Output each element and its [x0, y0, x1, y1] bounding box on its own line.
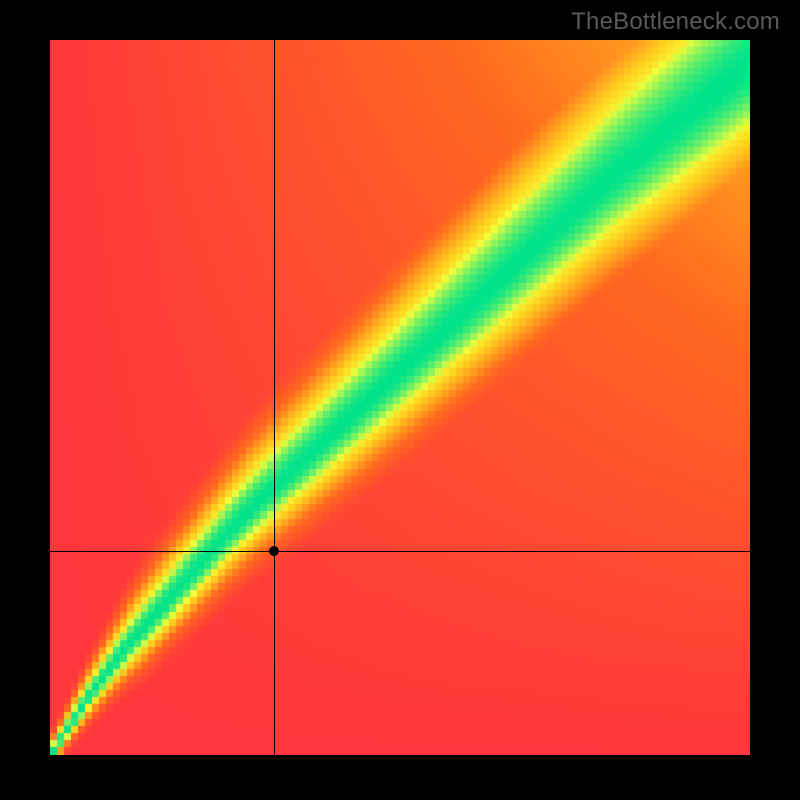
chart-container: TheBottleneck.com — [0, 0, 800, 800]
heatmap-canvas — [50, 40, 750, 755]
watermark-text: TheBottleneck.com — [571, 8, 780, 36]
plot-area — [50, 40, 750, 755]
